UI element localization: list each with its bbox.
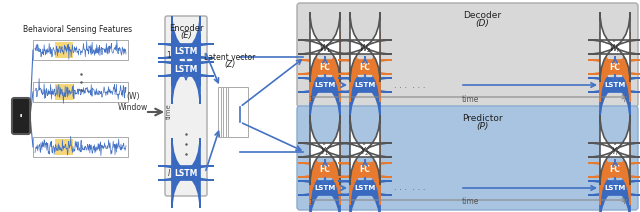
FancyBboxPatch shape xyxy=(338,115,392,185)
Text: time: time xyxy=(166,103,172,119)
Text: (D): (D) xyxy=(476,19,490,28)
FancyBboxPatch shape xyxy=(297,106,638,210)
Bar xyxy=(218,87,238,137)
Bar xyxy=(55,84,73,100)
Text: LSTM: LSTM xyxy=(174,46,198,56)
Bar xyxy=(223,87,243,137)
Text: FC: FC xyxy=(609,166,620,174)
Bar xyxy=(33,82,128,102)
FancyBboxPatch shape xyxy=(298,50,352,120)
Text: $\hat{W}_1$: $\hat{W}_1$ xyxy=(319,39,332,55)
Text: LSTM: LSTM xyxy=(604,185,626,191)
FancyBboxPatch shape xyxy=(338,50,392,120)
Text: 1: 1 xyxy=(308,199,312,205)
Text: . . .  . . .: . . . . . . xyxy=(394,184,426,192)
Text: FC: FC xyxy=(319,166,330,174)
FancyBboxPatch shape xyxy=(588,12,640,82)
Bar xyxy=(33,40,128,60)
FancyBboxPatch shape xyxy=(588,135,640,205)
FancyBboxPatch shape xyxy=(588,50,640,120)
FancyBboxPatch shape xyxy=(338,12,392,82)
FancyBboxPatch shape xyxy=(158,138,214,208)
FancyBboxPatch shape xyxy=(165,16,207,196)
FancyBboxPatch shape xyxy=(298,12,352,82)
Bar xyxy=(55,42,73,58)
Text: Behavioral Sensing Features: Behavioral Sensing Features xyxy=(23,25,132,34)
Text: Latent vector: Latent vector xyxy=(204,53,256,62)
Text: LSTM: LSTM xyxy=(174,169,198,177)
FancyBboxPatch shape xyxy=(588,115,640,185)
Text: (W)
Window: (W) Window xyxy=(118,92,148,112)
Text: l: l xyxy=(168,170,170,179)
Text: $\hat{Y}_1$: $\hat{Y}_1$ xyxy=(320,142,330,158)
Text: FC: FC xyxy=(609,63,620,71)
Text: (P): (P) xyxy=(476,122,489,131)
Text: FC: FC xyxy=(319,63,330,71)
Text: time: time xyxy=(461,95,479,103)
Text: 1: 1 xyxy=(308,96,312,102)
Text: (E): (E) xyxy=(180,31,192,40)
Text: $\hat{Y}_l$: $\hat{Y}_l$ xyxy=(611,142,619,158)
FancyBboxPatch shape xyxy=(588,153,640,212)
Text: . . .  . . .: . . . . . . xyxy=(394,81,426,89)
Text: LSTM: LSTM xyxy=(604,82,626,88)
Text: (Z): (Z) xyxy=(225,60,236,69)
Text: LSTM: LSTM xyxy=(355,185,376,191)
Text: LSTM: LSTM xyxy=(314,82,335,88)
Bar xyxy=(33,137,128,157)
FancyBboxPatch shape xyxy=(338,153,392,212)
Text: Encoder: Encoder xyxy=(169,24,204,33)
Text: ▮: ▮ xyxy=(20,114,22,118)
FancyBboxPatch shape xyxy=(588,32,640,102)
Text: LSTM: LSTM xyxy=(314,185,335,191)
Text: $\hat{W}_l$: $\hat{W}_l$ xyxy=(609,39,621,55)
FancyBboxPatch shape xyxy=(298,32,352,102)
Text: FC: FC xyxy=(360,166,371,174)
FancyBboxPatch shape xyxy=(338,32,392,102)
Text: Predictor: Predictor xyxy=(462,114,503,123)
FancyBboxPatch shape xyxy=(338,135,392,205)
FancyBboxPatch shape xyxy=(158,16,214,86)
Text: l: l xyxy=(624,198,626,206)
FancyBboxPatch shape xyxy=(12,98,30,134)
Text: time: time xyxy=(461,198,479,206)
FancyBboxPatch shape xyxy=(298,115,352,185)
FancyBboxPatch shape xyxy=(158,34,214,104)
Bar xyxy=(225,87,246,137)
Bar xyxy=(55,139,73,155)
Text: 1: 1 xyxy=(166,52,172,60)
Bar xyxy=(228,87,248,137)
Text: Decoder: Decoder xyxy=(463,11,502,20)
Bar xyxy=(221,87,241,137)
Text: $\hat{Y}_2$: $\hat{Y}_2$ xyxy=(360,142,370,158)
Text: l: l xyxy=(624,95,626,103)
Text: FC: FC xyxy=(360,63,371,71)
FancyBboxPatch shape xyxy=(298,153,352,212)
FancyBboxPatch shape xyxy=(297,3,638,107)
FancyBboxPatch shape xyxy=(298,135,352,205)
Text: LSTM: LSTM xyxy=(174,64,198,74)
Text: LSTM: LSTM xyxy=(355,82,376,88)
Text: $\hat{W}_2$: $\hat{W}_2$ xyxy=(359,39,371,55)
